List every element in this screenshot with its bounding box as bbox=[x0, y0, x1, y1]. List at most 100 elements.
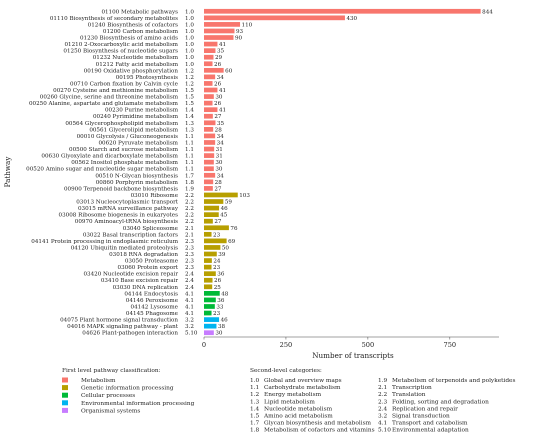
bar bbox=[204, 48, 216, 54]
pathway-label: 03050 Proteasome bbox=[125, 259, 179, 265]
pathway-label: 00630 Glyoxylate and dicarboxylate metab… bbox=[41, 154, 178, 160]
pathway-label: 00520 Amino sugar and nucleotide sugar m… bbox=[26, 167, 179, 173]
bar bbox=[204, 94, 214, 99]
pathway-row: 00190 Oxidative phosphorylation 1.2 60 bbox=[84, 67, 233, 74]
category-name: Energy metabolism bbox=[264, 392, 322, 398]
value-label: 34 bbox=[217, 173, 225, 179]
pathway-row: 00564 Glycerophospholipid metabolism 1.3 3… bbox=[65, 120, 225, 127]
second-level-legend: Second-level categories: 1.0 Global and o… bbox=[250, 368, 515, 434]
legend-swatch bbox=[62, 392, 68, 398]
pathway-label: 00510 N-Glycan biosynthesis bbox=[95, 173, 178, 179]
pathway-row: 01210 2-Oxocarboxylic acid metabolism 1.0… bbox=[64, 41, 226, 48]
bar bbox=[204, 277, 213, 283]
pathway-label: 00970 Aminoacyl-tRNA biosynthesis bbox=[75, 219, 178, 225]
category-label: 1.1 bbox=[185, 134, 194, 140]
pathway-label: 00860 Porphyrin metabolism bbox=[96, 180, 179, 186]
bar bbox=[204, 54, 214, 60]
pathway-row: 04145 Phagosome 4.1 23 bbox=[126, 310, 221, 317]
pathway-label: 03013 Nucleocytoplasmic transport bbox=[76, 200, 179, 206]
value-label: 30 bbox=[215, 95, 223, 101]
pathway-label: 00270 Cysteine and methionine metabolism bbox=[53, 88, 179, 94]
value-label: 24 bbox=[213, 259, 221, 265]
pathway-row: 03420 Nucleotide excision repair 2.4 36 bbox=[83, 271, 225, 278]
bar bbox=[204, 179, 214, 185]
pathway-row: 04141 Protein processing in endoplasmic … bbox=[31, 238, 236, 245]
value-label: 90 bbox=[235, 36, 243, 42]
x-tick-label: 250 bbox=[280, 341, 293, 349]
pathway-row: 01250 Biosynthesis of nucleotide sugars 1… bbox=[63, 48, 225, 55]
value-label: 69 bbox=[228, 239, 236, 245]
bar bbox=[204, 264, 212, 270]
bar bbox=[204, 133, 216, 139]
category-label: 1.5 bbox=[185, 88, 194, 94]
bar bbox=[204, 199, 224, 204]
pathway-label: 03030 DNA replication bbox=[113, 285, 179, 291]
bar bbox=[204, 192, 238, 198]
pathway-row: 03015 mRNA surveillance pathway 2.2 46 bbox=[78, 205, 228, 212]
category-name: Transcription bbox=[392, 385, 432, 391]
pathway-label: 03420 Nucleotide excision repair bbox=[83, 272, 178, 278]
bar bbox=[204, 28, 235, 34]
category-code: 1.0 bbox=[250, 378, 260, 384]
pathway-label: 00710 Carbon fixation by Calvin cycle bbox=[70, 81, 179, 87]
pathway-label: 04016 MAPK signaling pathway - plant bbox=[67, 324, 179, 330]
category-name: Amino acid metabolism bbox=[263, 414, 333, 420]
value-label: 35 bbox=[217, 121, 225, 127]
value-label: 844 bbox=[482, 9, 493, 15]
bar bbox=[204, 323, 217, 329]
category-label: 1.4 bbox=[185, 114, 194, 120]
pathway-label: 01232 Nucleotide metabolism bbox=[93, 55, 179, 61]
first-level-legend-title: First level pathway classification: bbox=[62, 368, 161, 374]
value-label: 33 bbox=[216, 304, 224, 310]
second-level-legend-title: Second-level categories: bbox=[250, 368, 322, 374]
bar bbox=[204, 271, 216, 277]
category-label: 4.1 bbox=[185, 304, 194, 310]
legend-swatch bbox=[62, 377, 68, 383]
category-label: 1.2 bbox=[185, 75, 194, 81]
pathway-row: 00260 Glycine, serine and threonine meta… bbox=[40, 94, 223, 101]
category-label: 2.3 bbox=[185, 239, 194, 245]
category-label: 1.7 bbox=[185, 173, 194, 179]
value-label: 28 bbox=[215, 180, 223, 186]
bar bbox=[204, 251, 217, 257]
value-label: 30 bbox=[215, 160, 223, 166]
pathway-row: 01110 Biosynthesis of secondary metaboli… bbox=[50, 15, 358, 22]
pathway-label: 04144 Endocytosis bbox=[124, 291, 178, 297]
category-code: 2.4 bbox=[378, 406, 388, 412]
value-label: 48 bbox=[221, 291, 229, 297]
value-label: 27 bbox=[214, 219, 222, 225]
pathway-row: 00195 Photosynthesis 1.2 34 bbox=[116, 74, 225, 81]
value-label: 50 bbox=[222, 245, 230, 251]
category-name: Metabolism of cofactors and vitamins bbox=[264, 428, 375, 434]
value-label: 29 bbox=[215, 55, 223, 61]
x-axis-title: Number of transcripts bbox=[312, 351, 394, 360]
pathway-label: 00240 Pyrimidine metabolism bbox=[93, 114, 179, 120]
pathway-row: 00710 Carbon fixation by Calvin cycle 1.2… bbox=[70, 81, 222, 87]
category-name: Environmental adaptation bbox=[392, 428, 469, 434]
legend-entry: Environmental information processing bbox=[81, 401, 195, 407]
pathway-row: 04120 Ubiquitin mediated proteolysis 2.3 5… bbox=[71, 245, 230, 251]
value-label: 35 bbox=[217, 49, 225, 55]
value-label: 34 bbox=[217, 75, 225, 81]
pathway-row: 03410 Base excision repair 2.4 26 bbox=[101, 277, 222, 284]
pathway-row: 04142 Lysosome 4.1 33 bbox=[131, 304, 224, 310]
bar bbox=[204, 153, 215, 158]
bar bbox=[204, 61, 213, 67]
category-label: 1.0 bbox=[185, 9, 194, 15]
value-label: 60 bbox=[225, 68, 233, 74]
category-label: 1.1 bbox=[185, 147, 194, 153]
value-label: 76 bbox=[230, 226, 238, 232]
value-label: 39 bbox=[218, 252, 226, 258]
category-label: 2.4 bbox=[185, 272, 194, 278]
bar bbox=[204, 238, 227, 244]
category-label: 4.1 bbox=[185, 311, 194, 317]
value-label: 31 bbox=[216, 154, 223, 160]
category-name: Glycan biosynthesis and metabolism bbox=[264, 421, 372, 427]
value-label: 41 bbox=[219, 42, 226, 48]
legend-entry: Metabolism bbox=[81, 378, 116, 384]
category-label: 3.2 bbox=[185, 318, 194, 324]
category-label: 2.3 bbox=[185, 259, 194, 265]
value-label: 41 bbox=[219, 108, 226, 114]
value-label: 41 bbox=[219, 88, 226, 94]
category-label: 2.1 bbox=[185, 232, 194, 238]
